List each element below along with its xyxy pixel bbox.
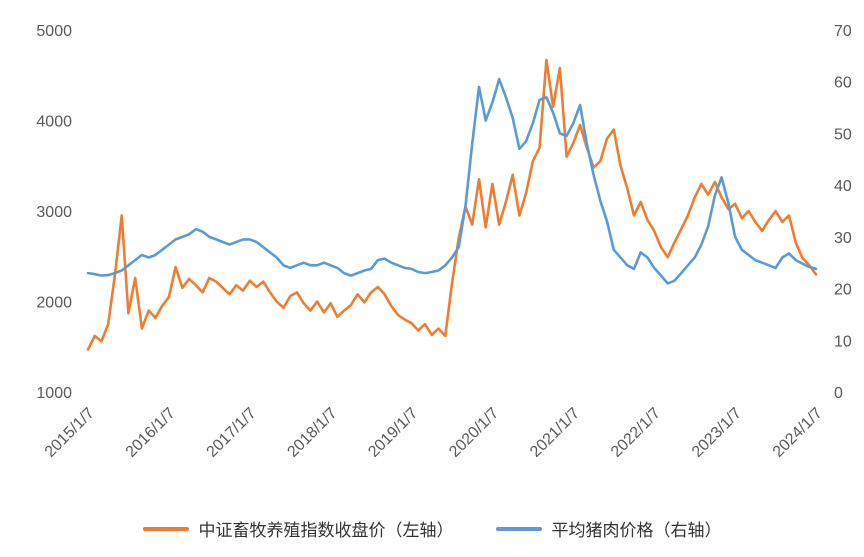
svg-text:2024/1/7: 2024/1/7: [770, 405, 826, 461]
svg-text:20: 20: [834, 282, 852, 299]
legend-label-pork-price: 平均猪肉价格（右轴）: [551, 521, 722, 540]
svg-text:2000: 2000: [36, 295, 72, 312]
legend-item-index: 中证畜牧养殖指数收盘价（左轴）: [142, 516, 454, 541]
legend-line-blue: [495, 526, 542, 531]
svg-text:2020/1/7: 2020/1/7: [446, 405, 502, 461]
legend-item-pork-price: 平均猪肉价格（右轴）: [495, 516, 722, 541]
svg-text:60: 60: [834, 75, 852, 92]
svg-text:10: 10: [834, 333, 852, 350]
svg-text:2021/1/7: 2021/1/7: [527, 405, 583, 461]
svg-text:50: 50: [834, 126, 852, 143]
svg-text:0: 0: [834, 385, 843, 402]
legend-line-orange: [142, 526, 189, 531]
svg-text:2016/1/7: 2016/1/7: [123, 405, 179, 461]
svg-text:2015/1/7: 2015/1/7: [42, 405, 98, 461]
svg-text:30: 30: [834, 230, 852, 247]
svg-text:2019/1/7: 2019/1/7: [365, 405, 421, 461]
svg-text:70: 70: [834, 23, 852, 40]
svg-text:2022/1/7: 2022/1/7: [608, 405, 664, 461]
svg-text:4000: 4000: [36, 114, 72, 131]
chart-legend: 中证畜牧养殖指数收盘价（左轴） 平均猪肉价格（右轴）: [0, 516, 864, 541]
svg-text:40: 40: [834, 178, 852, 195]
svg-text:2023/1/7: 2023/1/7: [689, 405, 745, 461]
svg-text:3000: 3000: [36, 204, 72, 221]
svg-text:2018/1/7: 2018/1/7: [284, 405, 340, 461]
svg-text:2017/1/7: 2017/1/7: [204, 405, 260, 461]
svg-text:1000: 1000: [36, 385, 72, 402]
svg-text:5000: 5000: [36, 23, 72, 40]
legend-label-index: 中证畜牧养殖指数收盘价（左轴）: [198, 521, 454, 540]
